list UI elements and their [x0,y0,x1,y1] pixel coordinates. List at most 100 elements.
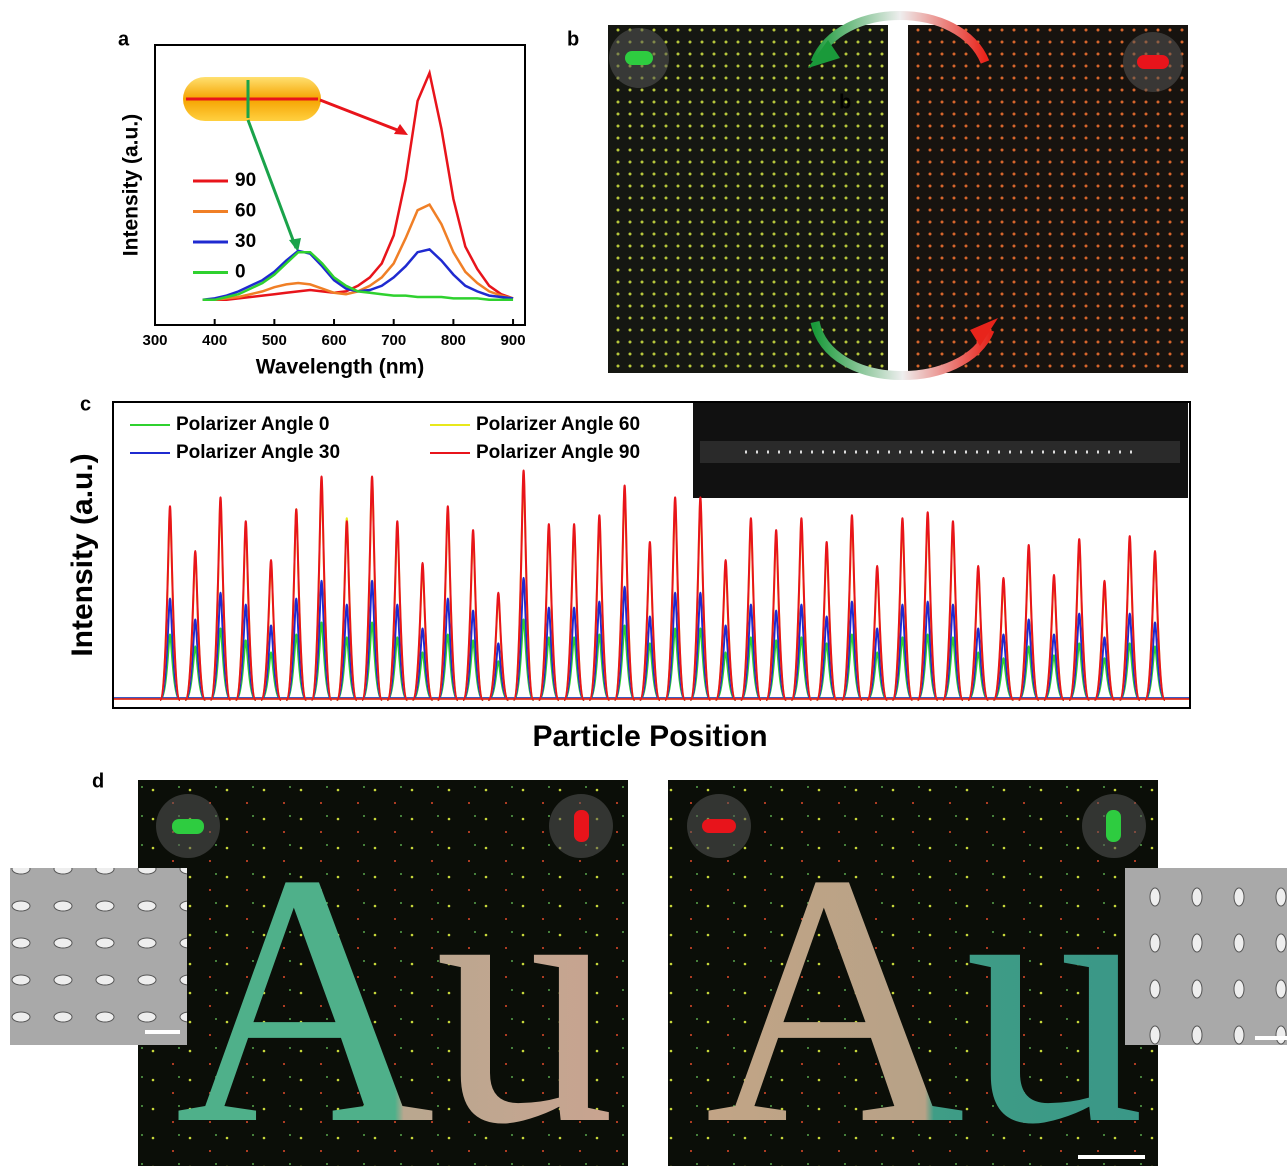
peak [386,603,409,701]
y-axis-label: Intensity (a.u.) [66,453,99,656]
x-tick-label: 300 [142,332,167,349]
peak [159,597,181,701]
arrow-head [808,40,840,68]
peak [689,496,712,701]
peak [967,564,990,701]
peak [512,469,535,701]
peak [765,529,788,701]
peak [714,558,737,701]
peak [209,496,232,701]
peak [512,576,535,701]
peak [411,627,434,701]
legend-label: 30 [235,231,256,252]
arrow [246,119,298,249]
sem-inset [1125,868,1287,1045]
peak [537,523,560,701]
rod-icon [172,819,204,834]
y-axis-label: Intensity (a.u.) [120,114,143,256]
x-tick-label: 900 [501,332,526,349]
peak [714,624,737,701]
peak [285,508,308,701]
peak [689,591,712,701]
x-tick-label: 600 [322,332,347,349]
x-tick-label: 400 [202,332,227,349]
legend-label: Polarizer Angle 0 [176,414,329,435]
peak [184,618,207,701]
peak [891,603,914,701]
rod-icon [574,810,589,842]
rod-icon [1137,55,1169,69]
peak [537,606,560,701]
peak [891,517,914,701]
rod-icon [702,819,736,833]
peak [815,541,838,701]
peak [967,627,990,701]
peak [815,615,838,701]
peak [992,633,1015,701]
peak [1042,573,1065,701]
plot-c: Polarizer Angle 0 Polarizer Angle 60 Polar… [114,414,1189,701]
peak [335,520,358,701]
peak [487,591,510,701]
peak [739,517,762,701]
peak [234,603,257,701]
peak [866,564,889,701]
peak [462,529,485,701]
peak [563,606,586,701]
peak [1118,612,1141,701]
legend-label: Polarizer Angle 60 [476,414,640,435]
legend-label: Polarizer Angle 90 [476,442,640,463]
peak [1093,579,1116,701]
arrow [319,98,406,135]
peak [613,484,636,701]
peak [260,624,283,701]
sem-inset [10,868,187,1045]
stray-label: b [839,91,851,113]
rod-icon [625,51,653,65]
peak [840,514,863,701]
peak [260,558,283,701]
x-tick-label: 500 [262,332,287,349]
peak [916,511,939,701]
peak [411,561,434,701]
peak [1017,544,1040,701]
arrow-head [394,124,408,135]
peak [184,549,207,701]
peak [335,603,358,701]
x-tick-label: 700 [381,332,406,349]
plot-frame [154,44,526,326]
peak [866,627,889,701]
peak [487,642,510,701]
x-axis-label: Particle Position [532,720,767,753]
peak [739,603,762,701]
rod-icon [1106,810,1121,842]
peak [664,496,687,701]
peak [159,505,181,701]
peak [361,579,384,701]
peak [664,591,687,701]
peak [840,600,863,701]
peak [613,585,636,701]
legend-label: 90 [235,170,256,191]
peak [386,520,409,701]
peak [941,520,964,701]
panel-label: b [567,28,579,50]
micrograph [668,780,1158,1166]
peak [790,517,813,701]
peak [588,514,611,701]
pattern-text: Au [705,799,1145,1166]
peak [310,475,333,701]
peak [765,609,788,701]
series-line [202,68,514,302]
arrow-head [289,238,301,252]
arrow-head [970,318,998,346]
micrograph [138,780,628,1166]
peak [638,541,661,701]
pattern-text: Au [175,799,615,1166]
panel-label: d [92,770,104,792]
peak [941,603,964,701]
peak [916,600,939,701]
peak [1068,538,1091,701]
rotation-arrow [810,320,995,381]
